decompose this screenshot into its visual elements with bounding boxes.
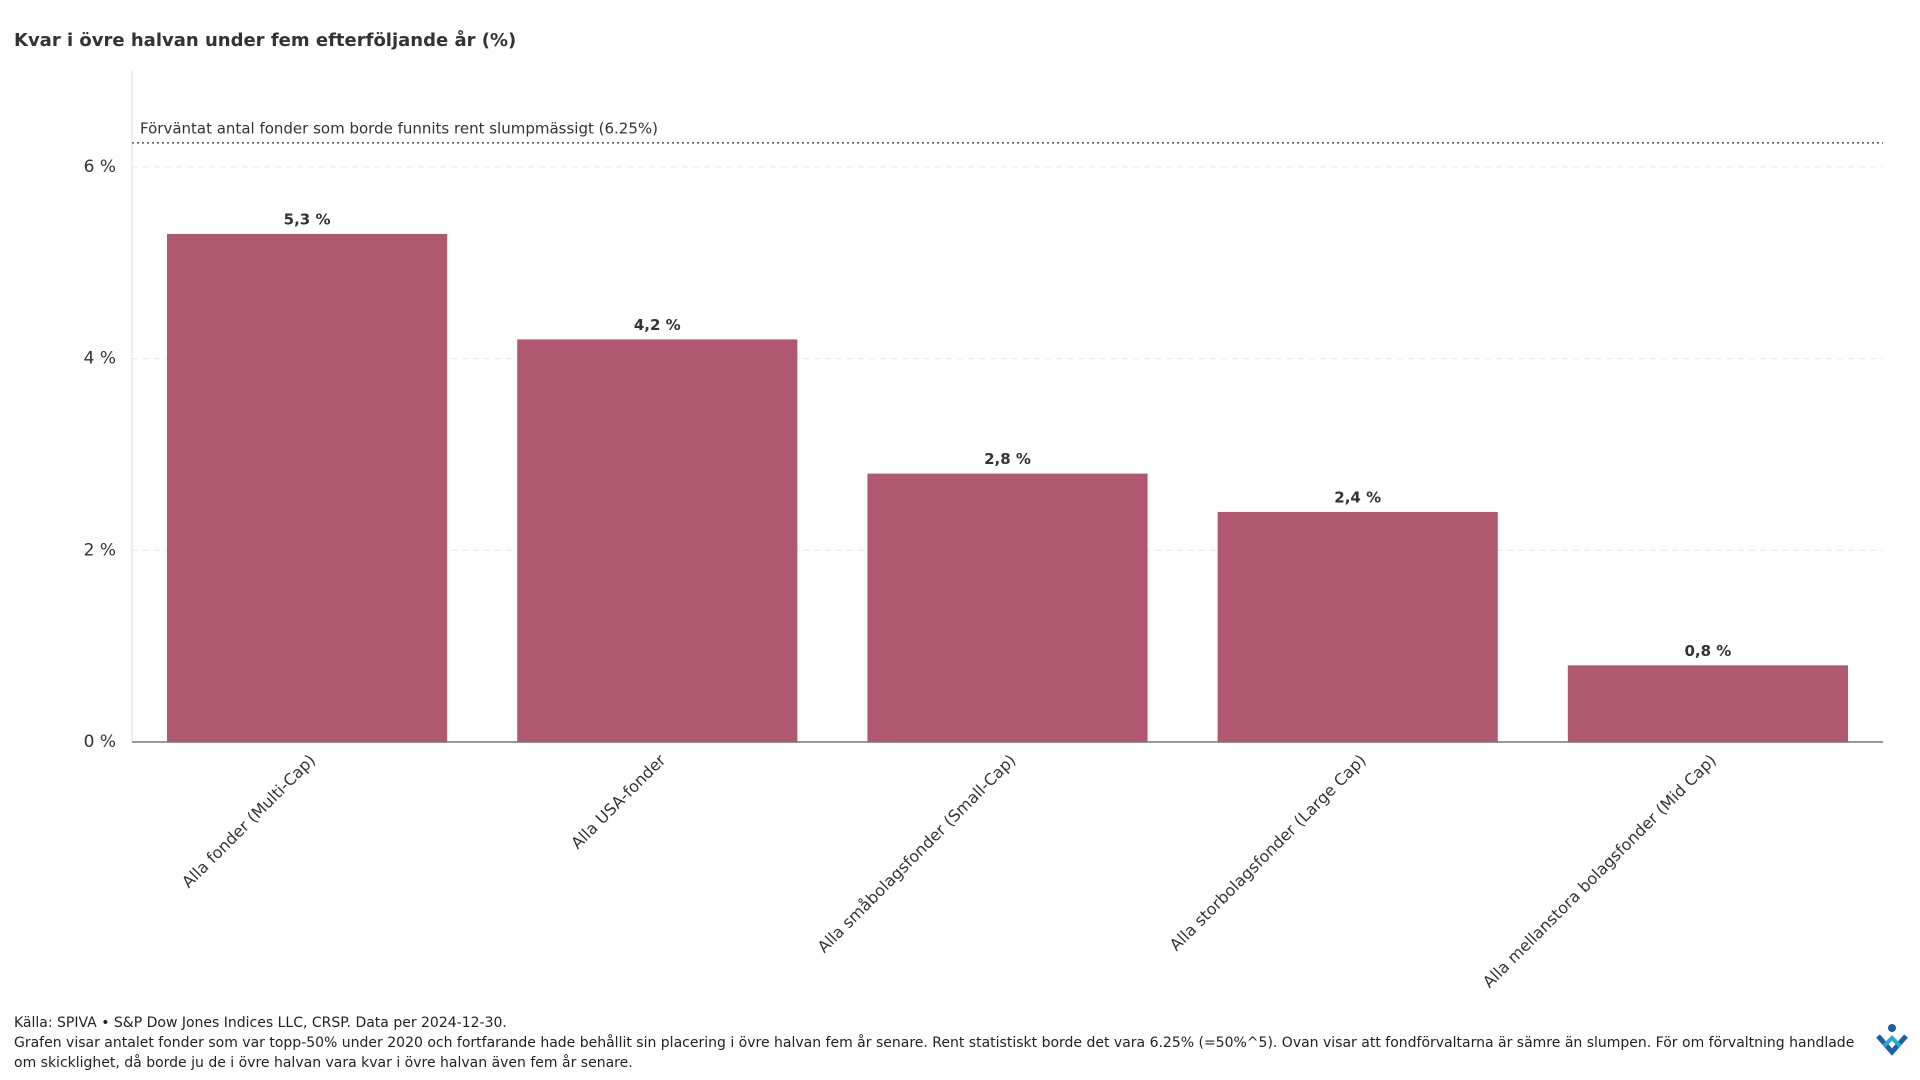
- source: Källa: SPIVA • S&P Dow Jones Indices LLC…: [14, 1015, 507, 1031]
- value-label: 4,2 %: [634, 316, 681, 334]
- logo: [1876, 1024, 1908, 1056]
- value-label: 5,3 %: [284, 210, 331, 228]
- value-label: 2,8 %: [984, 450, 1031, 468]
- x-tick-label: Alla småbolagsfonder (Small-Cap): [814, 751, 1020, 957]
- bar: [1567, 665, 1848, 742]
- note: Grafen visar antalet fonder som var topp…: [14, 1035, 1855, 1071]
- bar: [1217, 511, 1498, 742]
- y-tick-label: 0 %: [84, 732, 116, 752]
- y-tick-label: 4 %: [84, 349, 116, 369]
- chart-title: Kvar i övre halvan under fem efterföljan…: [14, 29, 516, 51]
- reference-label: Förväntat antal fonder som borde funnits…: [140, 119, 658, 137]
- value-label: 2,4 %: [1334, 488, 1381, 506]
- x-tick-label: Alla mellanstora bolagsfonder (Mid Cap): [1479, 751, 1720, 992]
- value-label: 0,8 %: [1684, 642, 1731, 660]
- bar: [167, 233, 448, 742]
- y-tick-label: 2 %: [84, 540, 116, 560]
- bar: [867, 473, 1148, 742]
- bar: [517, 339, 798, 742]
- x-tick-label: Alla storbolagsfonder (Large Cap): [1166, 751, 1370, 955]
- x-tick-label: Alla fonder (Multi-Cap): [178, 751, 319, 892]
- y-tick-label: 6 %: [84, 157, 116, 177]
- x-tick-label: Alla USA-fonder: [567, 750, 669, 852]
